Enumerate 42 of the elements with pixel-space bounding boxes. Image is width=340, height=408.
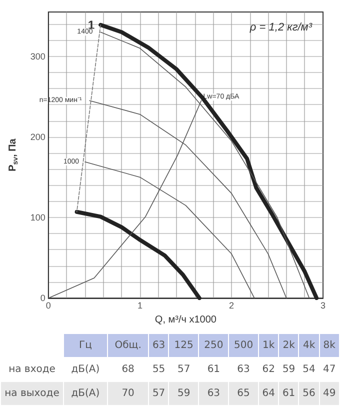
line-series [74,210,202,300]
x-tick-label: 4k [299,334,319,357]
y-tick-label: на выходе [1,382,63,405]
y2-tick-label: дБ(А) [64,358,107,381]
data-label: 59 [169,382,198,405]
data-label: 56 [299,382,319,405]
annotation: ρ = 1,2 кг/м³ [248,22,312,34]
y-tick-label: 0 [40,293,46,304]
data-label: 63 [229,358,258,381]
data-label: 64 [258,382,278,405]
data-label: 55 [149,358,168,381]
data-label: 68 [108,358,148,381]
x-axis-title: Q, м³/ч x1000 [154,314,217,326]
data-label: 59 [279,358,298,381]
x-tick-label: Общ. [108,334,148,357]
data-label: 57 [169,358,198,381]
x-tick-label: 1 [137,300,142,311]
x-tick-label: 1k [258,334,278,357]
data-label: 65 [229,382,258,405]
x-tick-label: 63 [149,334,168,357]
y-tick-label: 300 [30,51,46,62]
x-tick-label: 3 [320,300,326,311]
x-tick-label: 2 [228,300,234,311]
data-label: 49 [320,382,339,405]
y-tick-label: 200 [30,132,46,142]
x-tick-label: 125 [169,334,198,357]
data-label: 61 [199,358,228,381]
data-label: 63 [199,382,228,405]
x-tick-label: 500 [229,334,258,357]
x-tick-label: 250 [199,334,228,357]
y-tick-label: на входе [1,358,63,381]
data-label: 61 [279,382,298,405]
data-label: 54 [299,358,319,381]
y2-tick-label: дБ(А) [64,382,107,405]
x-tick-label: 2k [279,334,298,357]
data-label: 57 [149,382,168,405]
y-tick-label: 100 [30,212,46,223]
data-label: 70 [108,382,148,405]
data-label: 47 [320,358,339,381]
x-axis-title: Гц [64,334,107,357]
data-label: 62 [258,358,278,381]
x-tick-label: 8k [320,334,339,357]
